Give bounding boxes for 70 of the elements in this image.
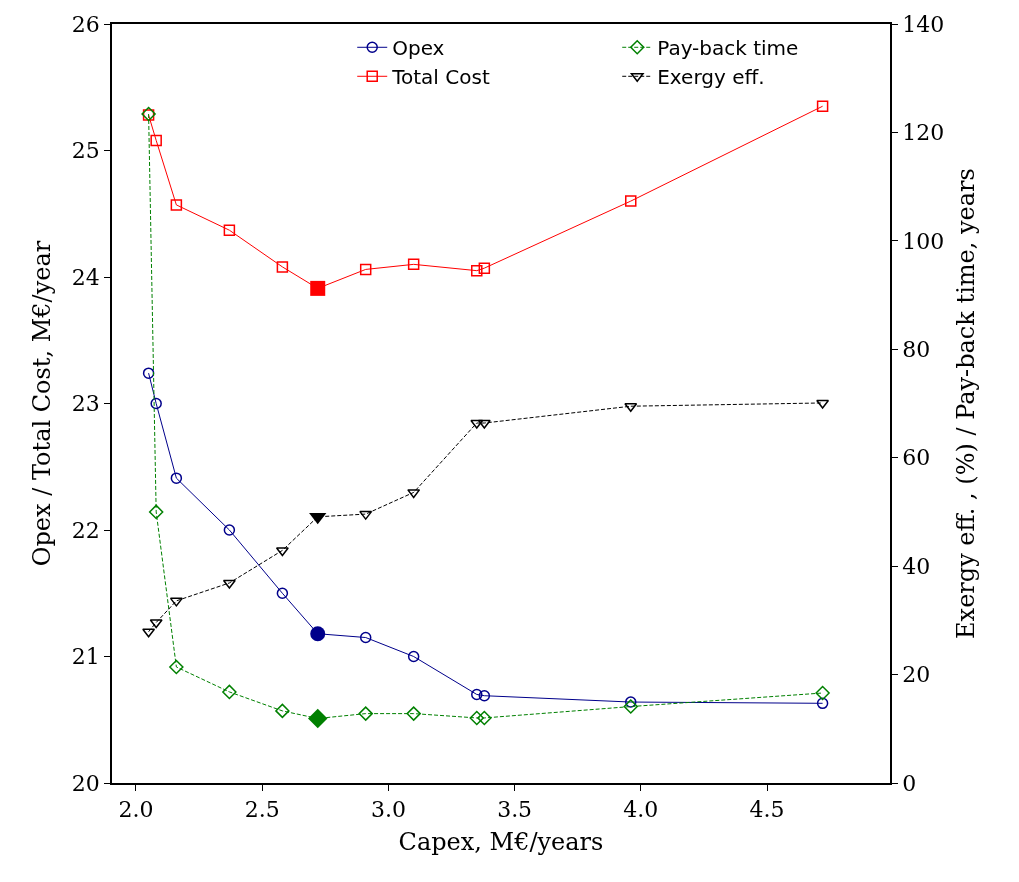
y2-tick-label: 40 bbox=[902, 553, 931, 579]
y2-tick-label: 100 bbox=[902, 228, 945, 254]
y2-tick-label: 20 bbox=[902, 662, 931, 688]
point bbox=[406, 706, 421, 721]
x-tick-label: 4.0 bbox=[623, 797, 659, 823]
point bbox=[816, 399, 830, 409]
point bbox=[222, 579, 236, 589]
y2-axis-title: Exergy eff. , (%) / Pay-back time, years bbox=[951, 168, 980, 639]
point bbox=[275, 547, 289, 557]
point bbox=[471, 264, 483, 277]
point bbox=[407, 650, 420, 663]
point bbox=[816, 697, 829, 710]
y-tick-label: 25 bbox=[71, 138, 100, 164]
point bbox=[477, 419, 491, 429]
point bbox=[470, 419, 484, 429]
y-tick-label: 21 bbox=[71, 644, 100, 670]
y2-tick-label: 0 bbox=[902, 770, 917, 796]
y2-tick-label: 60 bbox=[902, 445, 931, 471]
x-axis-title: Capex, M€/years bbox=[398, 827, 604, 856]
x-tick-label: 2.0 bbox=[118, 797, 154, 823]
point bbox=[150, 397, 162, 410]
y-tick-label: 26 bbox=[71, 11, 100, 37]
x-tick-label: 3.0 bbox=[370, 797, 406, 823]
point bbox=[478, 262, 491, 274]
point bbox=[142, 367, 155, 379]
point bbox=[407, 489, 421, 499]
point bbox=[223, 524, 236, 536]
point bbox=[169, 659, 184, 675]
legend-label: Pay-back time bbox=[657, 36, 799, 61]
point bbox=[815, 685, 830, 701]
point bbox=[276, 587, 289, 599]
point bbox=[359, 263, 372, 276]
y2-tick-label: 140 bbox=[902, 11, 945, 37]
point bbox=[359, 510, 373, 520]
x-tick-label: 3.5 bbox=[497, 797, 533, 823]
point bbox=[358, 706, 373, 721]
y-tick-label: 20 bbox=[71, 770, 100, 796]
y-tick-label: 24 bbox=[71, 264, 100, 290]
legend-label: Exergy eff. bbox=[657, 65, 765, 90]
point bbox=[407, 258, 420, 271]
point bbox=[469, 710, 485, 726]
x-tick-label: 4.5 bbox=[749, 797, 785, 823]
point bbox=[148, 504, 164, 520]
point bbox=[471, 688, 483, 701]
point bbox=[816, 100, 829, 112]
legend-label: Total Cost bbox=[391, 65, 490, 90]
point bbox=[149, 619, 163, 629]
point bbox=[170, 472, 183, 484]
point bbox=[276, 261, 289, 273]
y2-tick-label: 80 bbox=[902, 336, 931, 362]
point bbox=[359, 631, 372, 644]
point bbox=[625, 195, 637, 207]
y-tick-label: 22 bbox=[71, 517, 100, 543]
point bbox=[142, 628, 156, 638]
point bbox=[169, 597, 183, 607]
point bbox=[623, 699, 638, 714]
point bbox=[625, 696, 637, 708]
y2-tick-label: 120 bbox=[902, 120, 945, 146]
x-tick-label: 2.5 bbox=[244, 797, 280, 823]
legend-label: Opex bbox=[392, 36, 445, 61]
y-tick-label: 23 bbox=[71, 391, 100, 417]
point bbox=[624, 402, 638, 412]
point bbox=[222, 684, 237, 700]
point bbox=[170, 199, 183, 211]
point bbox=[150, 134, 162, 147]
point bbox=[275, 703, 290, 719]
point bbox=[223, 224, 236, 236]
point bbox=[477, 710, 492, 726]
y-axis-title: Opex / Total Cost, M€/year bbox=[28, 240, 57, 567]
point bbox=[478, 689, 491, 702]
